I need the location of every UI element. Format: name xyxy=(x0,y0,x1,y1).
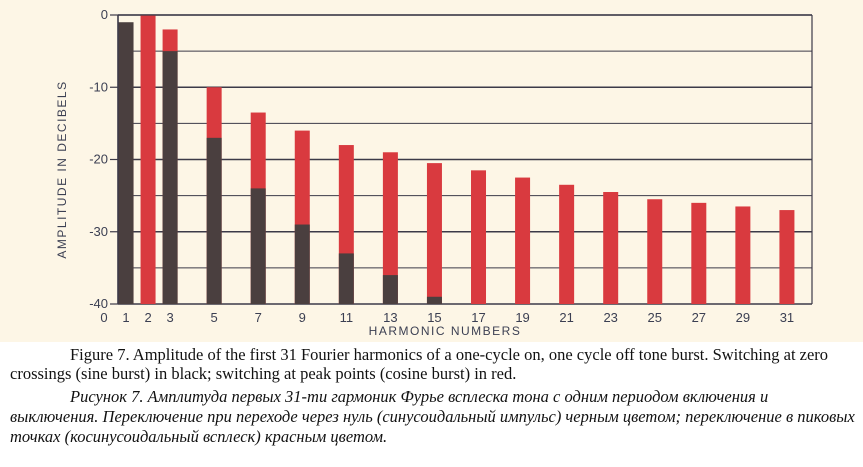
bar-cosine-burst xyxy=(691,202,707,304)
x-tick-label: 3 xyxy=(166,310,173,325)
x-tick-label: 31 xyxy=(780,310,794,325)
x-tick-label: 23 xyxy=(603,310,617,325)
bar-cosine-burst xyxy=(779,210,795,304)
x-tick-label: 27 xyxy=(692,310,706,325)
bar-cosine-burst xyxy=(603,192,619,304)
y-axis-label: AMPLITUDE IN DECIBELS xyxy=(55,80,69,258)
y-tick-label: -10 xyxy=(89,79,108,94)
x-tick-label: 21 xyxy=(559,310,573,325)
bar-sine-burst xyxy=(162,51,178,304)
bar-cosine-burst xyxy=(382,152,398,304)
y-tick-label: -30 xyxy=(89,224,108,239)
tick-labels: 0-10-20-30-400 1 2 3 5 7 9 11 13 15 17 19 21 23 25 27 29… xyxy=(89,7,794,325)
x-tick-label: 19 xyxy=(515,310,529,325)
x-tick-label: 2 xyxy=(144,310,151,325)
bar-sine-burst xyxy=(250,188,266,304)
x-tick-label: 29 xyxy=(736,310,750,325)
chart-figure: 0 -10 -20 -30 -40 0 1 2 3 5 7 9 11 13 15 17 19 21 23 25 27 29… xyxy=(0,0,863,342)
x-tick-label: 15 xyxy=(427,310,441,325)
bar-cosine-burst xyxy=(559,184,575,304)
x-axis-label: HARMONIC NUMBERS xyxy=(369,324,522,338)
bar-cosine-burst xyxy=(471,170,487,304)
bar-cosine-burst xyxy=(647,199,663,304)
bar-cosine-burst xyxy=(515,177,531,304)
x-tick-label: 13 xyxy=(383,310,397,325)
bar-sine-burst xyxy=(206,137,222,304)
caption-russian: Рисунок 7. Амплитуда первых 31-ти гармон… xyxy=(10,387,855,446)
bar-sine-burst xyxy=(426,296,442,304)
x-tick-label: 25 xyxy=(648,310,662,325)
bar-sine-burst xyxy=(382,275,398,304)
caption-english: Figure 7. Amplitude of the first 31 Four… xyxy=(10,345,829,383)
y-tick-label: -40 xyxy=(89,296,108,311)
bars xyxy=(118,15,795,304)
x-tick-label: 0 xyxy=(100,310,107,325)
x-tick-label: 5 xyxy=(211,310,218,325)
bar-sine-burst xyxy=(338,253,354,304)
x-tick-label: 9 xyxy=(299,310,306,325)
bar-cosine-burst xyxy=(735,206,751,304)
y-tick-label: -20 xyxy=(89,152,108,167)
x-tick-label: 17 xyxy=(471,310,485,325)
x-tick-label: 11 xyxy=(340,310,354,325)
bar-cosine-burst xyxy=(140,15,156,304)
bar-sine-burst xyxy=(294,224,310,304)
bar-sine-burst xyxy=(118,22,134,304)
y-tick-label: 0 xyxy=(101,7,108,22)
x-tick-label: 7 xyxy=(255,310,262,325)
x-tick-label: 1 xyxy=(122,310,129,325)
harmonics-chart: 0-10-20-30-400 1 2 3 5 7 9 11 13 15 17 19 21 23 25 27 29… xyxy=(0,0,863,342)
bar-cosine-burst xyxy=(426,163,442,304)
